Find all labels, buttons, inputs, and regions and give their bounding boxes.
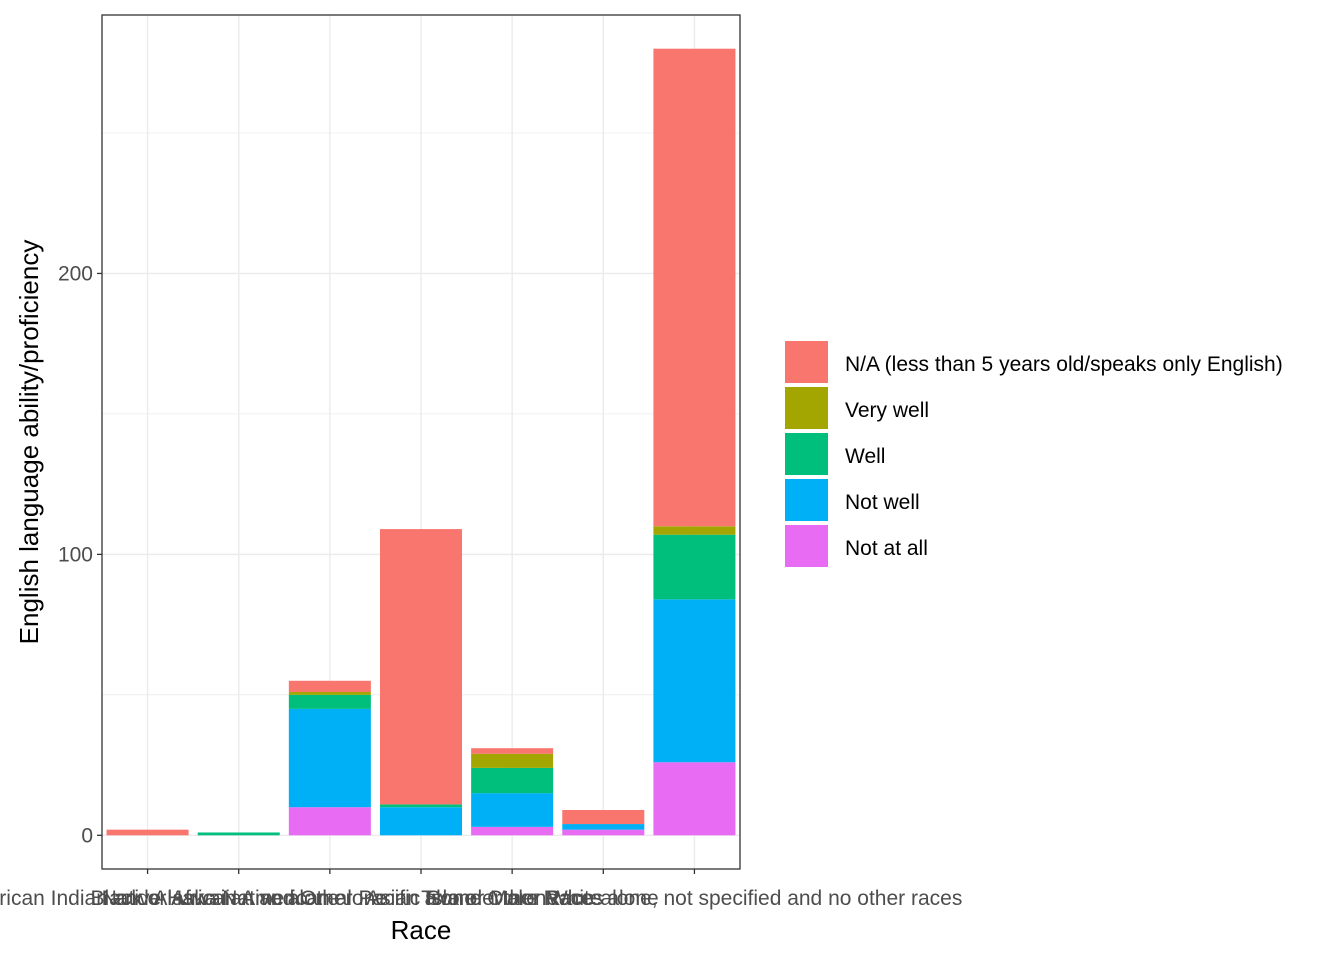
bar-segment-well — [288, 694, 371, 709]
bar-segment-not-well — [562, 824, 645, 830]
bar-segment-not-well — [379, 807, 463, 836]
y-tick-label: 0 — [81, 824, 93, 847]
legend-item: N/A (less than 5 years old/speaks only E… — [785, 341, 1283, 383]
bar-segment-not-well — [653, 599, 736, 763]
bar-segment-not-at-all — [288, 807, 371, 836]
legend-item: Not at all — [785, 525, 928, 567]
bar-segment-well — [197, 832, 280, 836]
bar-segment-not-at-all — [653, 762, 736, 836]
x-tick-label: Native Hawaiian and Other Pacific Island… — [102, 887, 558, 910]
bar-segment-not-well — [288, 708, 371, 808]
legend-key — [785, 387, 828, 429]
bar-segment-not-at-all — [471, 826, 554, 836]
bar-segment-n-a-less-than-5-years-old-speaks-only-english — [471, 748, 554, 754]
bar-stack — [106, 829, 189, 836]
bar-segment-very-well — [471, 753, 554, 768]
legend-label: Not at all — [845, 537, 928, 560]
x-tick-label: White alone — [548, 887, 659, 910]
bar-segment-n-a-less-than-5-years-old-speaks-only-english — [562, 810, 645, 825]
legend-item: Well — [785, 433, 885, 475]
bar-segment-well — [379, 804, 463, 808]
legend-key — [785, 479, 828, 521]
bar-stack — [379, 529, 463, 836]
x-axis-title: Race — [391, 915, 452, 945]
bar-segment-well — [471, 767, 554, 794]
x-tick-label: Some Other Race alone, not specified and… — [427, 887, 963, 910]
y-axis: 0 100 200 — [58, 262, 102, 847]
x-tick-label: American Indian and Alaska Native alone — [0, 887, 339, 910]
bar-segment-n-a-less-than-5-years-old-speaks-only-english — [379, 529, 463, 805]
bar-segment-not-well — [471, 793, 554, 827]
legend-item: Very well — [785, 387, 929, 429]
legend-label: Very well — [845, 399, 929, 422]
x-tick-label: Black or African American alone — [90, 887, 386, 910]
legend-key — [785, 341, 828, 383]
legend-key — [785, 433, 828, 475]
legend-label: Not well — [845, 491, 920, 514]
legend-label: N/A (less than 5 years old/speaks only E… — [845, 353, 1283, 376]
bar-segment-n-a-less-than-5-years-old-speaks-only-english — [288, 680, 371, 693]
bar-segment-very-well — [653, 526, 736, 535]
bar-segment-not-at-all — [562, 829, 645, 836]
bar-stack — [197, 832, 280, 836]
bar-stack — [562, 810, 645, 836]
bar-segment-well — [653, 534, 736, 600]
y-tick-label: 100 — [58, 543, 93, 566]
x-axis: American Indian and Alaska Native aloneB… — [0, 869, 962, 910]
bar-segment-very-well — [288, 692, 371, 695]
legend-key — [785, 525, 828, 567]
bar-stacks — [106, 48, 736, 836]
x-tick-label: Two or More Races — [421, 887, 603, 910]
bar-stack — [653, 48, 736, 836]
legend-item: Not well — [785, 479, 920, 521]
legend: N/A (less than 5 years old/speaks only E… — [785, 341, 1283, 567]
y-axis-title: English language ability/proficiency — [14, 240, 44, 645]
x-tick-label: Asian alone — [366, 887, 476, 910]
bar-segment-n-a-less-than-5-years-old-speaks-only-english — [653, 48, 736, 527]
bar-segment-n-a-less-than-5-years-old-speaks-only-english — [106, 829, 189, 836]
legend-label: Well — [845, 445, 885, 468]
y-tick-label: 200 — [58, 262, 93, 285]
bar-stack — [471, 748, 554, 836]
bar-stack — [288, 680, 371, 836]
